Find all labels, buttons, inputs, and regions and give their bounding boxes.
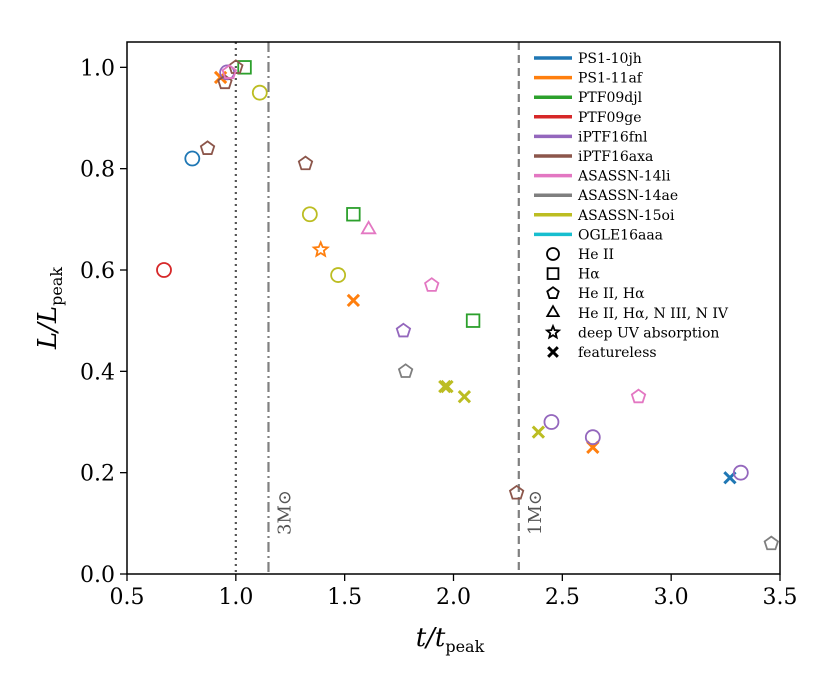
legend-marker-icon [546, 286, 560, 299]
legend-series-label: OGLE16aaa [578, 227, 663, 243]
legend-series-label: iPTF16fnl [578, 129, 648, 145]
legend: PS1-10jh PS1-11af PTF09djl PTF09ge iPTF16fnl… [534, 51, 729, 361]
legend-series-label: PTF09ge [578, 110, 642, 126]
data-point-star [311, 240, 330, 258]
legend-marker-icon [546, 247, 560, 261]
data-point-pentagon [508, 484, 525, 500]
legend-marker-label: Hα [578, 267, 600, 283]
data-point-x [438, 379, 452, 394]
legend-series-label: PS1-11af [578, 71, 644, 87]
x-tick-label: 2.5 [545, 585, 580, 610]
y-axis-label-main: L/L [33, 306, 63, 350]
legend-marker-icon [547, 346, 559, 358]
x-axis: 0.5 1.0 1.5 2.0 2.5 3.0 3.5 [110, 574, 798, 610]
x-tick-label: 0.5 [110, 585, 145, 610]
data-point-circle [732, 464, 749, 481]
legend-marker-label: He II, Hα [578, 286, 645, 302]
legend-series-label: PS1-10jh [578, 51, 642, 67]
y-axis-label: L/Lpeak [33, 267, 66, 351]
data-point-x [346, 293, 361, 308]
legend-marker-icon [544, 323, 562, 340]
data-point-x [457, 390, 472, 404]
data-point-circle [156, 262, 172, 278]
data-points [156, 59, 780, 551]
data-point-pentagon [397, 363, 414, 378]
data-point-pentagon [217, 74, 233, 90]
y-axis-label-sub: peak [47, 267, 66, 306]
x-axis-label-main: t/t [416, 623, 446, 653]
data-point-x [440, 379, 454, 394]
data-point-circle [543, 414, 560, 430]
data-point-pentagon [297, 155, 314, 171]
data-point-circle [584, 429, 601, 446]
legend-series-label: ASASSN-14ae [577, 188, 678, 204]
data-point-pentagon [221, 64, 238, 79]
legend-series-label: iPTF16axa [578, 149, 653, 165]
data-point-square [346, 207, 361, 222]
mass-label: 1M⊙ [525, 490, 546, 535]
mass-label: 3M⊙ [274, 490, 295, 535]
data-point-circle [330, 267, 347, 283]
y-tick-label: 0.0 [80, 563, 115, 588]
legend-marker-icon [546, 267, 560, 280]
legend-series-label: ASASSN-14li [577, 169, 671, 185]
data-point-pentagon [763, 535, 780, 551]
data-point-square [237, 60, 252, 75]
y-tick-label: 1.0 [80, 56, 115, 81]
legend-series-label: PTF09djl [578, 90, 643, 106]
y-tick-label: 0.4 [80, 360, 115, 385]
y-tick-label: 0.6 [80, 259, 115, 284]
y-axis: 0.0 0.2 0.4 0.6 0.8 1.0 [80, 56, 127, 588]
data-point-square [465, 313, 481, 328]
data-point-circle [184, 150, 201, 167]
y-tick-label: 0.2 [80, 462, 115, 487]
x-tick-label: 1.5 [327, 585, 362, 610]
x-tick-label: 1.0 [218, 585, 253, 610]
data-point-pentagon [424, 277, 440, 292]
legend-marker-label: He II [578, 247, 614, 263]
x-tick-label: 2.0 [436, 585, 471, 610]
x-tick-label: 3.5 [763, 585, 798, 610]
x-axis-label: t/tpeak [416, 623, 485, 656]
data-point-triangle [360, 219, 377, 235]
data-point-pentagon [630, 388, 647, 404]
data-point-circle [301, 206, 318, 223]
x-axis-label-sub: peak [445, 637, 484, 656]
data-point-x [531, 425, 546, 439]
data-point-pentagon [199, 140, 216, 155]
data-point-pentagon [395, 322, 412, 338]
legend-marker-icon [545, 304, 561, 317]
legend-marker-label: deep UV absorption [578, 325, 719, 341]
y-tick-label: 0.8 [80, 158, 115, 183]
legend-marker-label: featureless [578, 345, 657, 361]
data-point-circle [251, 84, 268, 101]
legend-series-label: ASASSN-15oi [577, 208, 675, 224]
reference-lines: 3M⊙ 1M⊙ [234, 42, 546, 574]
x-tick-label: 3.0 [654, 585, 689, 610]
legend-marker-label: He II, Hα, N III, N IV [578, 306, 729, 322]
